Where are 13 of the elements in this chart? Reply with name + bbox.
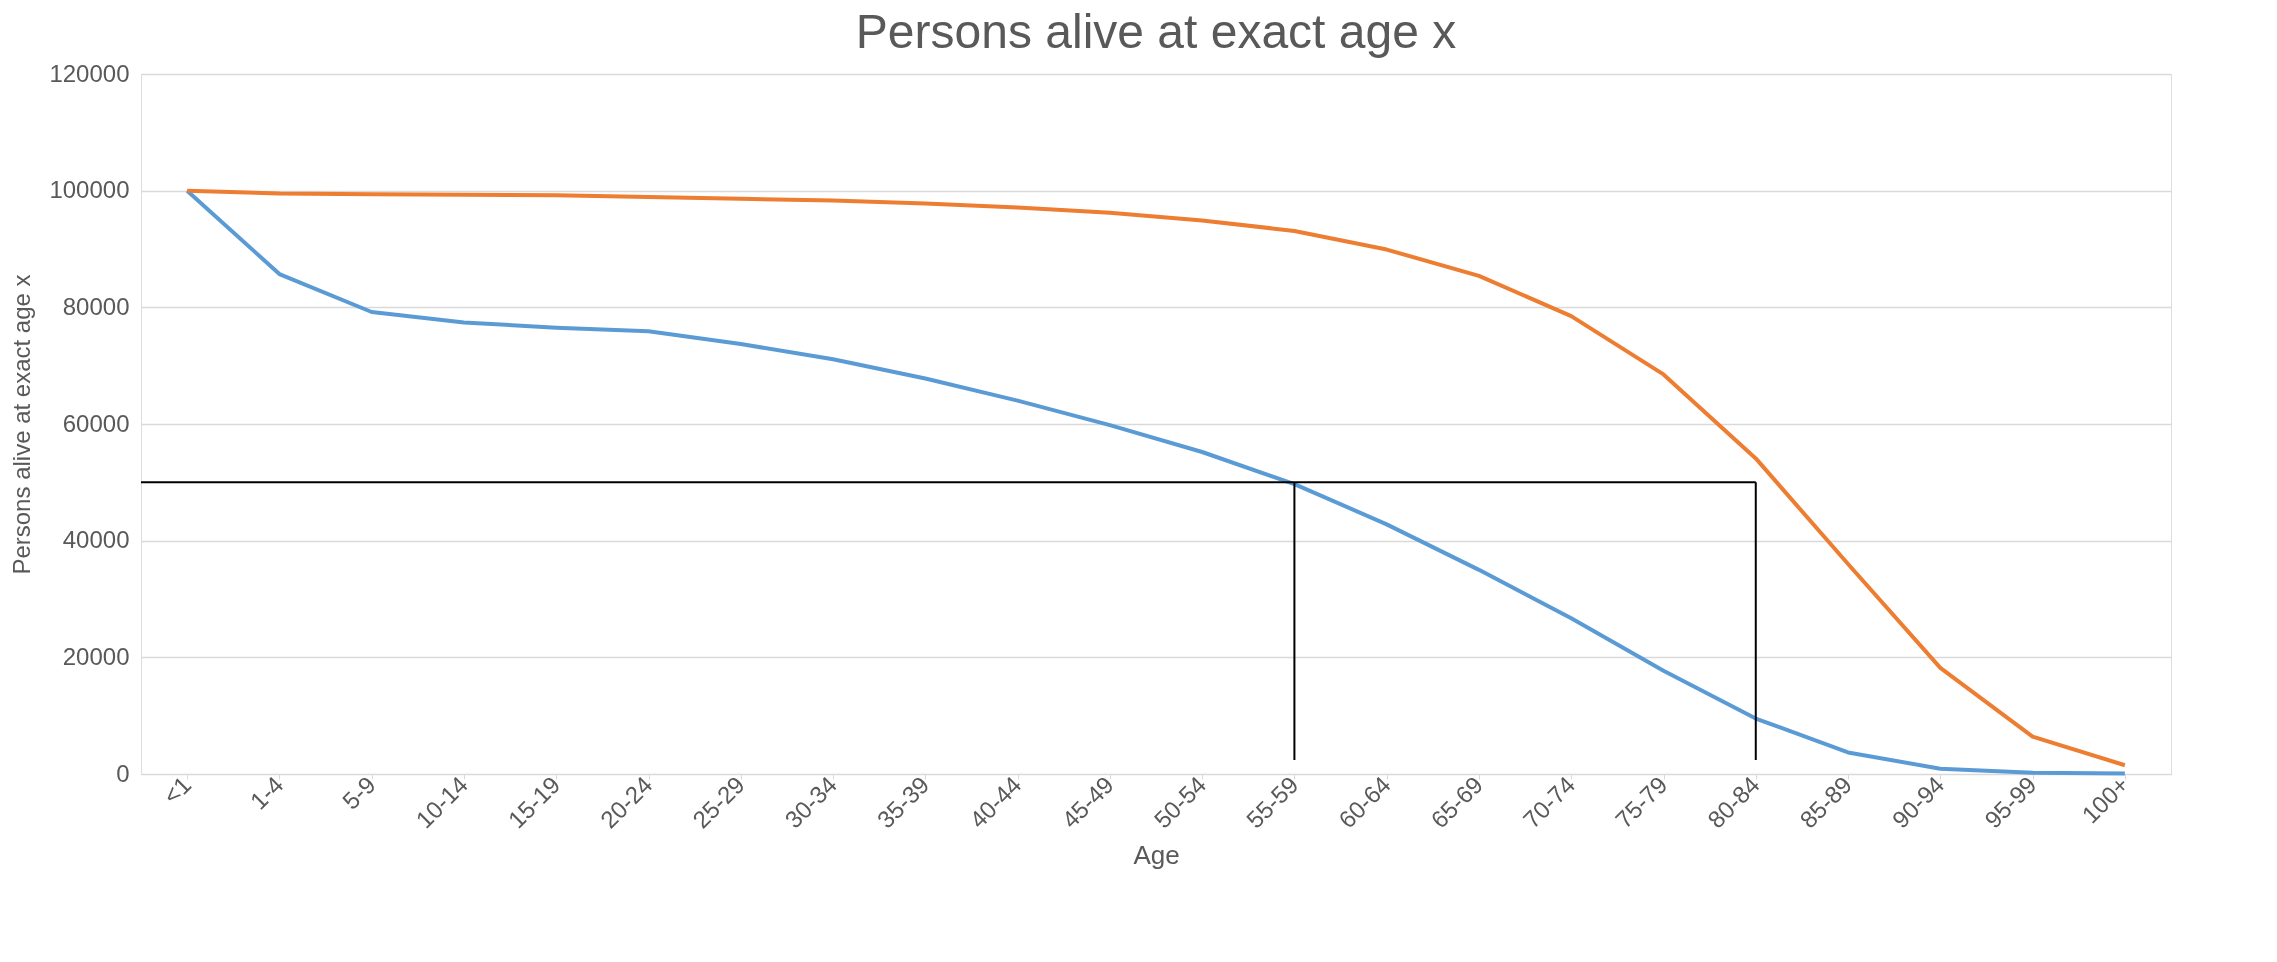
y-tick-label: 120000 bbox=[49, 59, 130, 87]
y-tick-label: 100000 bbox=[49, 176, 130, 204]
y-tick-label: 40000 bbox=[62, 526, 130, 554]
x-tick-label: 5-9 bbox=[337, 770, 381, 815]
x-tick-label: <1 bbox=[157, 770, 197, 810]
x-tick-label: 1-4 bbox=[244, 770, 289, 815]
y-tick-label: 0 bbox=[116, 759, 130, 787]
chart-title: Persons alive at exact age x bbox=[855, 5, 1457, 58]
y-tick-label: 80000 bbox=[62, 292, 130, 320]
y-tick-label: 60000 bbox=[62, 409, 130, 437]
y-axis-title: Persons alive at exact age x bbox=[8, 274, 36, 575]
y-tick-label: 20000 bbox=[62, 642, 130, 670]
x-axis-title: Age bbox=[1133, 840, 1180, 871]
